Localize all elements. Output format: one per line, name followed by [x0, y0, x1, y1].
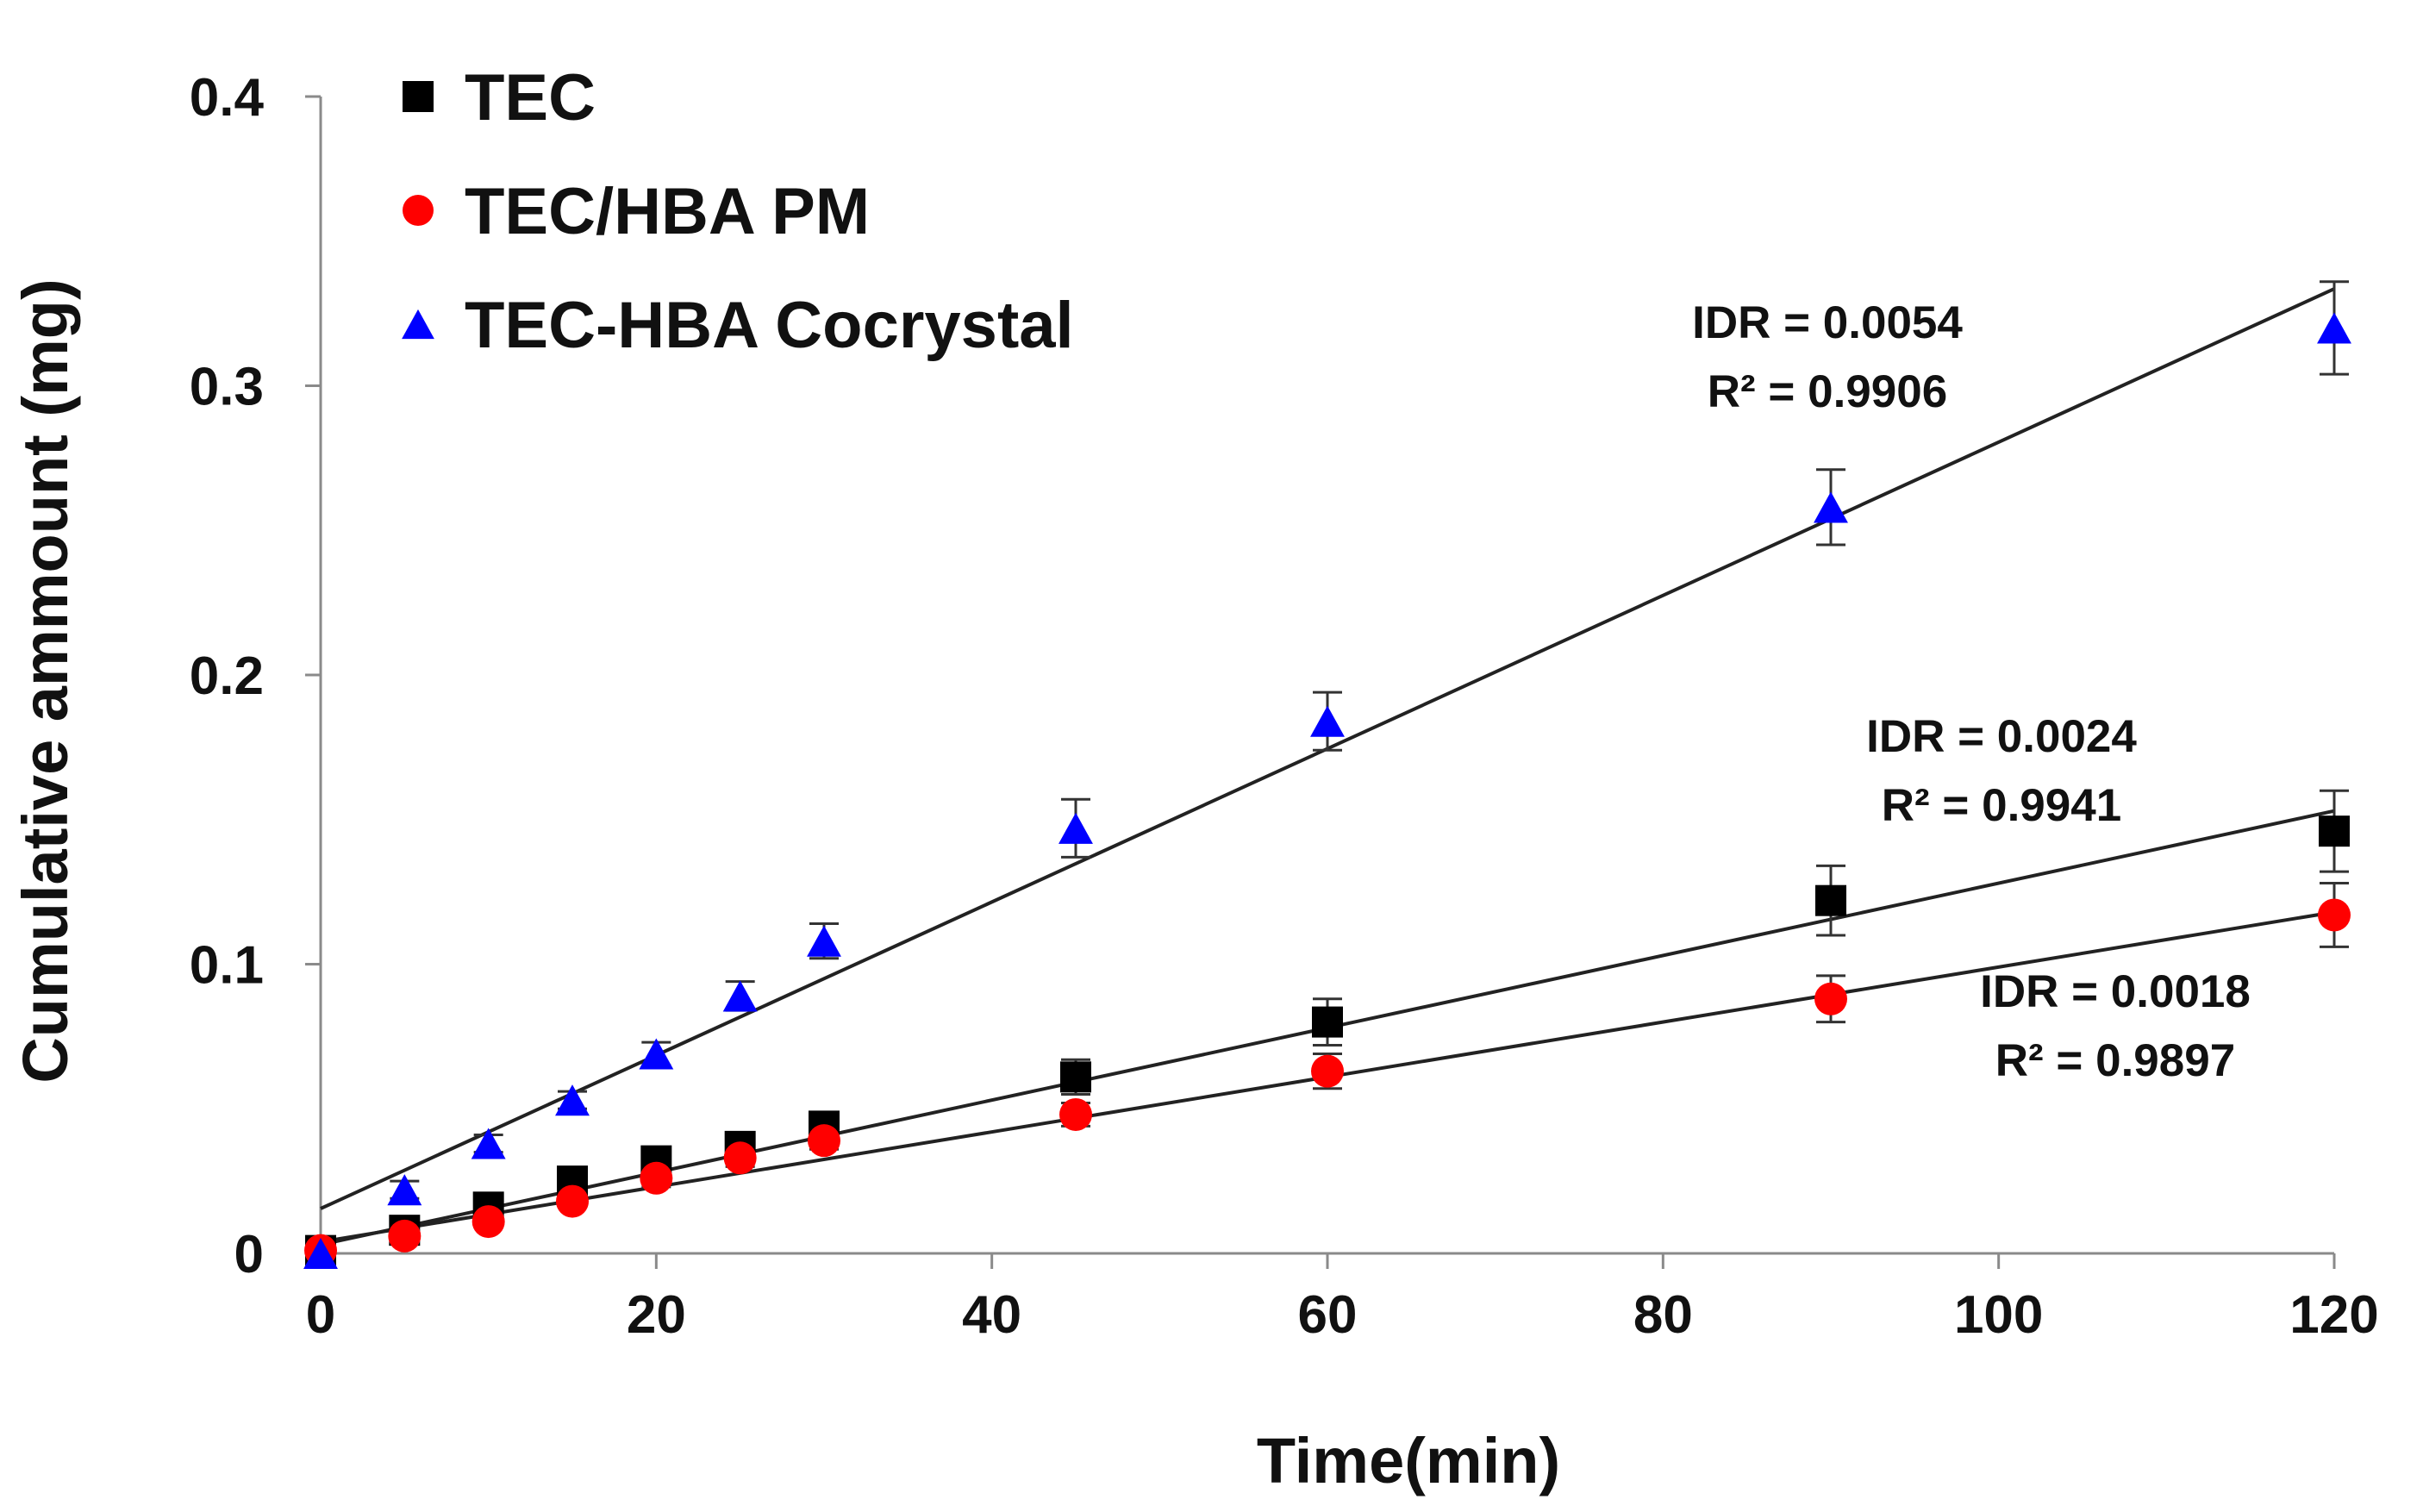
data-point — [1814, 982, 1847, 1015]
legend-marker — [403, 81, 434, 112]
x-tick-label: 120 — [2289, 1285, 2378, 1345]
y-tick-label: 0.3 — [190, 358, 264, 417]
x-tick-label: 60 — [1298, 1285, 1358, 1345]
x-tick-label: 40 — [962, 1285, 1021, 1345]
legend-label: TEC — [465, 61, 596, 134]
x-tick-label: 0 — [306, 1285, 335, 1345]
fit-lines — [320, 287, 2335, 1246]
x-tick-label: 100 — [1954, 1285, 2043, 1345]
data-point — [723, 1141, 757, 1175]
annotations: IDR = 0.0024 R² = 0.9941 IDR = 0.0018 R² = … — [1692, 297, 2251, 1086]
error-bars — [306, 280, 2349, 1258]
legend-label: TEC/HBA PM — [465, 175, 870, 248]
data-point — [387, 1174, 422, 1206]
data-point — [1310, 705, 1345, 737]
data-point — [1312, 1006, 1343, 1038]
fit-annotation: IDR = 0.0024 — [1866, 711, 2137, 762]
legend: TEC TEC/HBA PM TEC-HBA Cocrystal — [402, 61, 1074, 362]
y-tick-label: 0.2 — [190, 647, 264, 706]
x-tick-label: 80 — [1633, 1285, 1693, 1345]
axes: 0 20 40 60 80 100 120 0 0.1 0.2 0.3 0.4 — [190, 68, 2379, 1345]
data-point — [471, 1128, 506, 1159]
data-point — [555, 1084, 590, 1116]
data-point — [807, 925, 841, 957]
data-point — [1060, 1061, 1091, 1093]
data-point — [2319, 815, 2350, 847]
data-point — [1059, 1097, 1092, 1131]
y-axis-title: Cumulative ammount (mg) — [9, 278, 81, 1083]
legend-label: TEC-HBA Cocrystal — [465, 289, 1074, 362]
legend-marker — [403, 195, 434, 226]
data-points — [303, 312, 2351, 1270]
legend-marker — [402, 309, 434, 340]
data-point — [722, 980, 758, 1012]
data-point — [1059, 812, 1093, 844]
x-tick-label: 20 — [627, 1285, 686, 1345]
data-point — [808, 1124, 840, 1158]
fit-annotation: IDR = 0.0054 — [1692, 297, 1963, 348]
data-point — [2317, 312, 2351, 344]
fit-annotation: R² = 0.9897 — [1995, 1035, 2235, 1086]
data-point — [303, 1237, 338, 1270]
fit-annotation: R² = 0.9906 — [1708, 366, 1947, 417]
data-point — [640, 1161, 673, 1195]
data-point — [639, 1038, 674, 1070]
data-point — [2318, 898, 2351, 932]
data-point — [1814, 491, 1848, 523]
x-axis-title: Time(min) — [1257, 1425, 1560, 1496]
fit-annotation: R² = 0.9941 — [1882, 780, 2121, 831]
data-point — [556, 1184, 589, 1218]
y-tick-label: 0.4 — [190, 68, 265, 128]
data-point — [388, 1219, 422, 1253]
data-point — [1815, 884, 1846, 916]
data-point — [1311, 1054, 1344, 1088]
y-tick-label: 0.1 — [190, 936, 264, 996]
fit-annotation: IDR = 0.0018 — [1980, 966, 2251, 1017]
y-tick-label: 0 — [234, 1225, 264, 1284]
data-point — [471, 1205, 505, 1239]
